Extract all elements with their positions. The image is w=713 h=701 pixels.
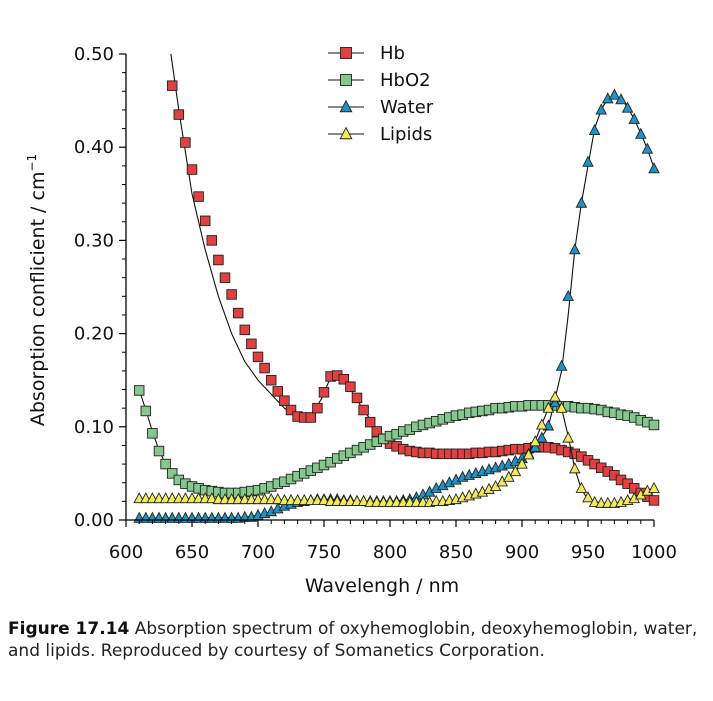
data-point-water	[590, 125, 600, 135]
data-point-hb	[247, 339, 257, 349]
x-tick-label: 1000	[631, 542, 677, 563]
data-point-lipids	[649, 483, 659, 493]
legend-marker	[340, 128, 352, 139]
data-point-hb	[352, 393, 362, 403]
data-point-hb	[273, 387, 283, 397]
y-tick-label: 0.00	[74, 510, 114, 531]
data-point-hb	[227, 290, 237, 300]
data-point-water	[609, 89, 619, 99]
data-point-hbo2	[148, 429, 158, 439]
data-point-water	[642, 144, 652, 154]
data-point-hb	[306, 413, 316, 423]
data-point-water	[576, 198, 586, 208]
data-point-hb	[359, 405, 369, 415]
legend-item-hbo2: HbO2	[328, 70, 431, 91]
data-point-hb	[207, 236, 217, 246]
data-point-water	[557, 361, 567, 371]
y-tick-label: 0.40	[74, 137, 114, 158]
x-tick-label: 750	[307, 542, 341, 563]
data-point-lipids	[570, 463, 580, 473]
svg-text:Absorption conflicient / cm−1: Absorption conflicient / cm−1	[25, 154, 49, 426]
legend-marker	[340, 101, 352, 112]
data-point-hb	[167, 81, 177, 91]
legend-label: HbO2	[380, 70, 431, 91]
x-axis-title: Wavelengh / nm	[305, 575, 459, 597]
legend-item-lipids: Lipids	[328, 124, 432, 145]
legend: Hb HbO2 Water Lipids	[328, 43, 434, 145]
data-point-lipids	[576, 483, 586, 493]
legend-marker	[341, 75, 352, 86]
data-point-water	[570, 244, 580, 254]
data-point-water	[563, 291, 573, 301]
data-point-water	[636, 129, 646, 139]
y-tick-label: 0.20	[74, 324, 114, 345]
data-point-hbo2	[134, 386, 144, 396]
data-point-hb	[233, 308, 243, 318]
y-tick-label: 0.30	[74, 230, 114, 251]
data-point-hb	[253, 352, 263, 362]
axes: 600 650 700 750 800 850 900 950 1000 0.00 0.10 0.20…	[74, 44, 677, 563]
data-point-lipids	[550, 391, 560, 401]
data-point-hbo2	[154, 446, 164, 456]
y-axis-title: Absorption conflicient / cm−1	[25, 154, 49, 426]
data-point-hb	[187, 165, 197, 175]
legend-marker	[341, 48, 352, 59]
legend-label: Hb	[380, 43, 405, 64]
data-point-hb	[365, 417, 375, 427]
y-axis-title-exponent: −1	[25, 154, 39, 172]
data-point-water	[649, 163, 659, 173]
series-hb	[167, 54, 658, 505]
data-point-hb	[220, 273, 230, 283]
x-tick-label: 650	[175, 542, 209, 563]
data-point-hb	[649, 496, 659, 506]
legend-label: Water	[380, 97, 434, 118]
data-point-water	[596, 104, 606, 114]
y-axis-title-text: Absorption conflicient / cm	[27, 172, 49, 427]
data-point-hb	[260, 363, 270, 373]
data-point-hbo2	[161, 459, 171, 469]
data-point-hbo2	[649, 420, 659, 430]
data-point-hb	[194, 192, 204, 202]
data-point-water	[583, 157, 593, 167]
data-point-hb	[214, 255, 224, 265]
data-point-hb	[174, 110, 184, 120]
x-tick-label: 950	[571, 542, 605, 563]
data-point-hb	[240, 325, 250, 335]
x-tick-label: 600	[109, 542, 143, 563]
x-tick-label: 850	[439, 542, 473, 563]
legend-label: Lipids	[380, 124, 432, 145]
data-point-hb	[200, 216, 210, 226]
data-point-lipids	[563, 432, 573, 442]
data-point-hb	[266, 375, 276, 385]
figure-caption: Figure 17.14 Absorption spectrum of oxyh…	[8, 618, 698, 662]
data-point-hb	[181, 138, 191, 148]
y-tick-label: 0.10	[74, 417, 114, 438]
figure-label: Figure 17.14	[8, 619, 129, 639]
data-point-water	[629, 114, 639, 124]
legend-item-water: Water	[328, 97, 434, 118]
x-tick-label: 700	[241, 542, 275, 563]
data-point-hbo2	[141, 406, 151, 416]
y-tick-label: 0.50	[74, 44, 114, 65]
legend-item-hb: Hb	[328, 43, 405, 64]
x-tick-label: 900	[505, 542, 539, 563]
data-point-hb	[313, 403, 323, 413]
chart: 600 650 700 750 800 850 900 950 1000 0.00 0.10 0.20…	[0, 0, 713, 610]
data-point-hb	[346, 382, 356, 392]
data-point-lipids	[537, 419, 547, 429]
x-tick-label: 800	[373, 542, 407, 563]
data-point-hb	[280, 396, 290, 406]
data-point-hb	[319, 388, 329, 398]
